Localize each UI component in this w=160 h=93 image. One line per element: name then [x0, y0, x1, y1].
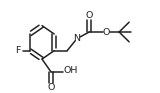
Text: F: F: [15, 46, 21, 55]
Text: O: O: [102, 28, 110, 37]
Text: N: N: [74, 34, 81, 43]
Text: OH: OH: [64, 66, 78, 75]
Text: O: O: [85, 11, 93, 20]
Text: O: O: [47, 83, 55, 92]
